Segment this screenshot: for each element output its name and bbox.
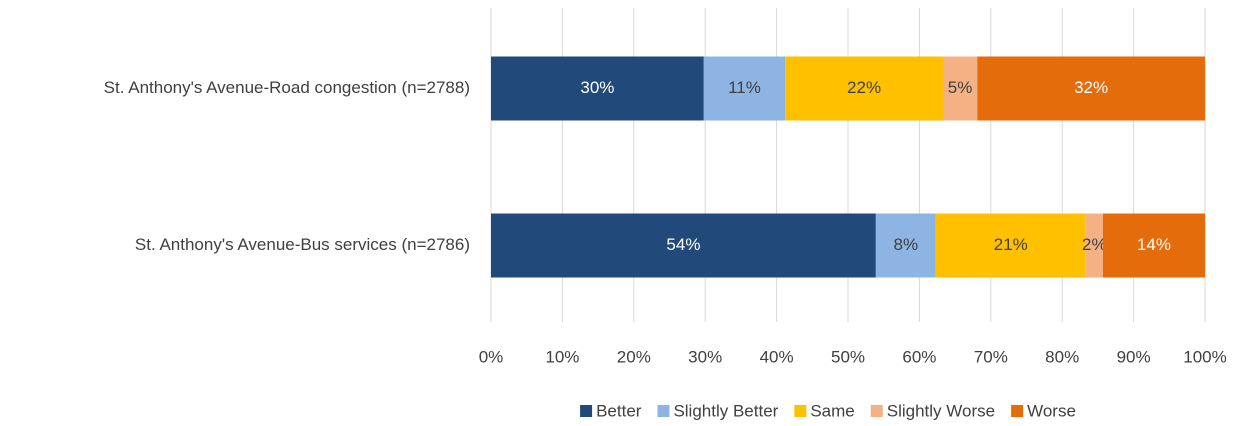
data-label: 21% [994, 235, 1028, 254]
x-tick-label: 70% [974, 347, 1008, 366]
x-tick-label: 50% [831, 347, 865, 366]
y-tick-label: St. Anthony's Avenue-Road congestion (n=… [104, 78, 470, 97]
bar-segment [785, 56, 943, 121]
legend-swatch [580, 405, 593, 417]
legend-swatch [1011, 405, 1024, 417]
legend-label: Slightly Worse [887, 401, 995, 420]
legend-label: Worse [1027, 401, 1076, 420]
x-tick-label: 80% [1045, 347, 1079, 366]
legend-swatch [794, 405, 807, 417]
bar-segment [491, 56, 704, 121]
legend-label: Better [596, 401, 642, 420]
bar-segment [875, 213, 936, 278]
x-tick-label: 100% [1183, 347, 1226, 366]
data-label: 30% [580, 78, 614, 97]
x-tick-label: 90% [1117, 347, 1151, 366]
x-tick-label: 0% [479, 347, 504, 366]
data-label: 22% [847, 78, 881, 97]
x-tick-label: 30% [688, 347, 722, 366]
data-label: 2% [1082, 235, 1107, 254]
legend-swatch [870, 405, 883, 417]
bar-segment [977, 56, 1205, 121]
x-tick-label: 10% [545, 347, 579, 366]
bar-segment [942, 56, 978, 121]
data-label: 14% [1137, 235, 1171, 254]
data-label: 11% [728, 78, 761, 97]
data-label: 32% [1074, 78, 1108, 97]
data-label: 54% [666, 235, 700, 254]
data-label: 8% [894, 235, 919, 254]
data-label: 5% [948, 78, 973, 97]
bar-segment [1085, 213, 1103, 278]
bar-segment [1102, 213, 1205, 278]
bar-segment [491, 213, 876, 278]
x-tick-label: 60% [902, 347, 936, 366]
legend-label: Slightly Better [673, 401, 778, 420]
bar-segment [703, 56, 786, 121]
legend-label: Same [810, 401, 854, 420]
x-tick-label: 20% [617, 347, 651, 366]
bar-segment [935, 213, 1086, 278]
y-tick-label: St. Anthony's Avenue-Bus services (n=278… [135, 235, 470, 254]
x-tick-label: 40% [760, 347, 794, 366]
legend-swatch [657, 405, 670, 417]
